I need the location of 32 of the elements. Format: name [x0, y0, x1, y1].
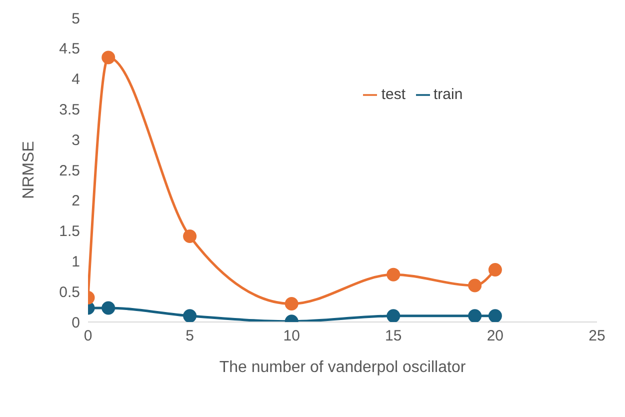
point: [468, 309, 482, 322]
y-tick-label: 2: [72, 192, 80, 210]
x-tick-label: 0: [84, 328, 92, 345]
point: [386, 268, 400, 282]
x-tick-label: 15: [385, 328, 402, 345]
point: [102, 50, 116, 64]
point: [488, 309, 502, 322]
y-tick-label: 1: [72, 254, 80, 271]
x-axis-title: The number of vanderpol oscillator: [219, 359, 466, 376]
y-tick-label: 4: [72, 71, 80, 88]
y-axis-title: NRMSE: [20, 141, 38, 199]
y-tick-label: 1.5: [59, 223, 80, 240]
x-tick-label: 5: [186, 328, 194, 345]
point: [468, 278, 482, 292]
x-tick-label: 20: [486, 328, 504, 345]
point: [102, 301, 116, 315]
y-tick-label: 4.5: [59, 40, 80, 58]
point: [488, 262, 502, 276]
legend-label: train: [434, 86, 463, 103]
x-tick-label: 10: [283, 328, 300, 345]
x-tick-label: 25: [588, 328, 606, 345]
point: [183, 230, 197, 244]
point: [284, 297, 298, 311]
y-tick-label: 0.5: [59, 284, 80, 301]
y-tick-label: 3.5: [59, 102, 80, 119]
point: [386, 309, 400, 322]
y-tick-label: 2.5: [59, 162, 80, 180]
point: [183, 309, 197, 322]
legend-label: test: [381, 86, 406, 103]
y-tick-label: 5: [72, 10, 80, 28]
y-tick-label: 0: [72, 314, 80, 332]
y-tick-label: 3: [72, 132, 80, 149]
